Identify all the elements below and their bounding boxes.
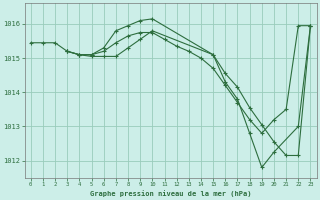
X-axis label: Graphe pression niveau de la mer (hPa): Graphe pression niveau de la mer (hPa)	[90, 190, 251, 197]
